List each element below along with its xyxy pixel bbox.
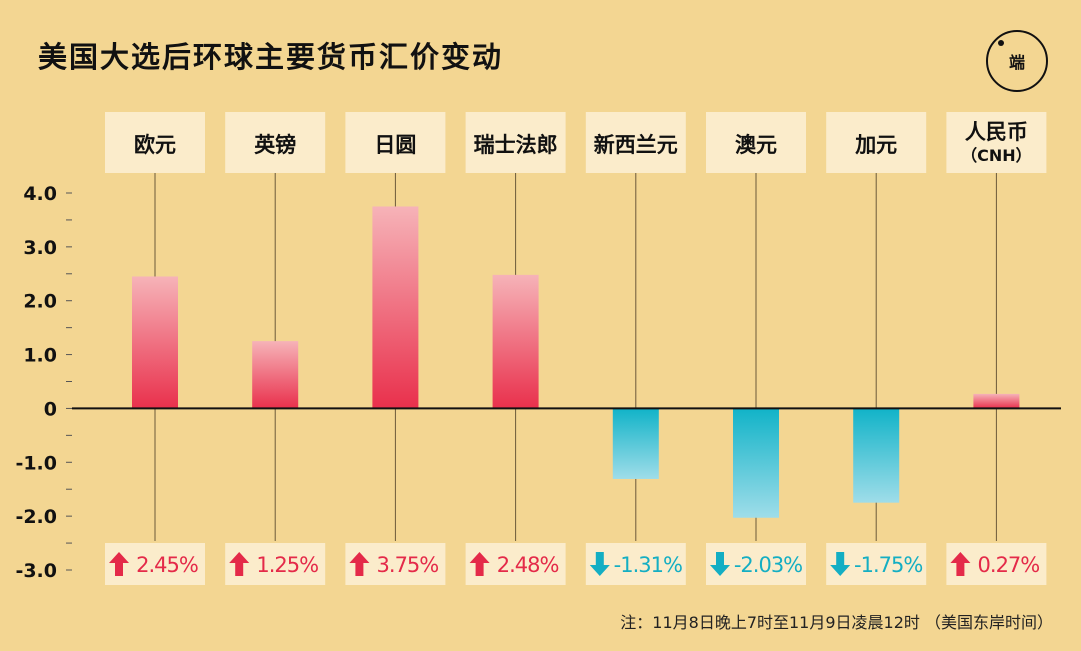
arrow-down-icon bbox=[710, 552, 730, 576]
y-tick-label: -3.0 bbox=[15, 560, 57, 582]
category-label: 瑞士法郎 bbox=[474, 133, 558, 157]
y-tick-label: 0 bbox=[44, 398, 57, 420]
category-label: 英镑 bbox=[254, 133, 296, 157]
value-label: -2.03% bbox=[734, 553, 802, 577]
y-tick-label: 4.0 bbox=[23, 183, 57, 205]
brand-logo: 端 bbox=[986, 30, 1048, 92]
arrow-up-icon bbox=[229, 552, 250, 576]
y-tick-label: 3.0 bbox=[23, 237, 57, 259]
arrow-up-icon bbox=[950, 552, 971, 576]
logo-text: 端 bbox=[1008, 53, 1025, 72]
category-label: 日圆 bbox=[374, 133, 416, 157]
category-label-box bbox=[345, 112, 446, 173]
value-label: 1.25% bbox=[256, 553, 318, 577]
value-label: -1.75% bbox=[854, 553, 922, 577]
value-label: 2.48% bbox=[497, 553, 559, 577]
category-label-box bbox=[465, 112, 566, 173]
y-tick-label: -1.0 bbox=[15, 452, 57, 474]
bar bbox=[252, 341, 299, 409]
category-label: （CNH） bbox=[961, 146, 1032, 165]
value-label: -1.31% bbox=[614, 553, 682, 577]
category-label: 人民币 bbox=[965, 120, 1028, 144]
bar bbox=[132, 276, 178, 409]
chart-title: 美国大选后环球主要货币汇价变动 bbox=[38, 40, 504, 74]
bar bbox=[853, 408, 900, 503]
bar bbox=[372, 206, 419, 409]
category-label-box bbox=[585, 112, 686, 173]
category-label-box bbox=[225, 112, 326, 173]
category-label: 澳元 bbox=[735, 133, 777, 157]
y-tick-label: -2.0 bbox=[15, 506, 57, 528]
category-label-box bbox=[826, 112, 927, 173]
bar bbox=[973, 393, 1020, 409]
category-label: 欧元 bbox=[134, 133, 176, 157]
bar bbox=[492, 274, 539, 409]
logo-dot bbox=[998, 40, 1004, 46]
category-label-box bbox=[105, 112, 205, 173]
category-label-box bbox=[946, 112, 1047, 173]
y-tick-label: 1.0 bbox=[23, 345, 57, 367]
category-label: 新西兰元 bbox=[594, 133, 678, 157]
value-label: 2.45% bbox=[136, 553, 198, 577]
arrow-down-icon bbox=[589, 552, 610, 576]
value-label: 0.27% bbox=[978, 553, 1040, 577]
arrow-up-icon bbox=[349, 552, 370, 576]
value-label: 3.75% bbox=[377, 553, 439, 577]
bar bbox=[733, 408, 779, 518]
category-label-box bbox=[706, 112, 806, 173]
bar bbox=[612, 408, 659, 479]
y-tick-label: 2.0 bbox=[23, 291, 57, 313]
arrow-up-icon bbox=[469, 552, 490, 576]
footnote: 注：11月8日晚上7时至11月9日凌晨12时 （美国东岸时间） bbox=[620, 613, 1053, 632]
arrow-down-icon bbox=[830, 552, 851, 576]
category-label: 加元 bbox=[854, 133, 897, 157]
arrow-up-icon bbox=[109, 552, 129, 576]
